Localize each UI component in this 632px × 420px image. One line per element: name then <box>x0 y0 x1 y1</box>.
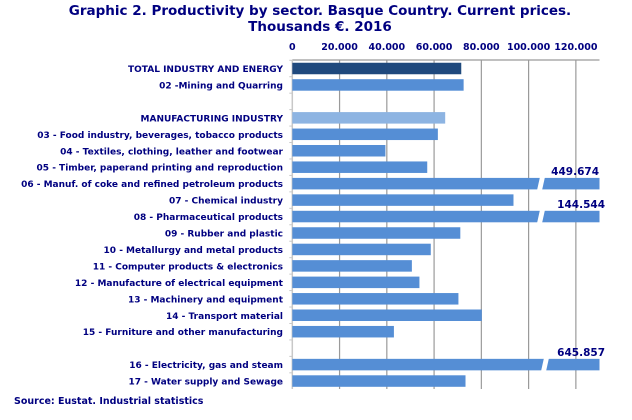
bar <box>292 128 438 141</box>
x-tick-label: 0 <box>289 42 296 53</box>
axis-break-mark <box>537 209 545 224</box>
chart-title-line-2: Thousands €. 2016 <box>248 19 392 35</box>
x-tick-label: 100.000 <box>507 42 551 53</box>
category-label: 13 - Machinery and equipment <box>128 295 284 305</box>
x-tick-label: 80.000 <box>463 42 500 53</box>
category-label: 07 - Chemical industry <box>169 197 283 207</box>
x-tick-label: 60.000 <box>416 42 453 53</box>
bar <box>292 161 428 173</box>
bar <box>292 375 466 387</box>
category-label: 09 - Rubber and plastic <box>165 230 283 240</box>
bar <box>292 325 394 338</box>
data-label: 449.674 <box>551 166 599 178</box>
bar <box>292 112 446 124</box>
category-label: 05 - Timber, paperand printing and repro… <box>37 164 283 174</box>
bar <box>292 79 464 91</box>
x-tick-label: 20.000 <box>321 42 358 53</box>
axis-break-mark <box>541 357 549 372</box>
category-label: 16 - Electricity, gas and steam <box>129 361 283 371</box>
source-note: Source: Eustat. Industrial statistics <box>14 396 204 407</box>
category-label: 02 -Mining and Quarring <box>159 81 283 91</box>
chart-title-line-1: Graphic 2. Productivity by sector. Basqu… <box>68 3 572 19</box>
category-label: MANUFACTURING INDUSTRY <box>141 114 284 124</box>
x-tick-label: 40.000 <box>368 42 405 53</box>
category-label: 08 - Pharmaceutical products <box>134 213 283 223</box>
data-label: 144.544 <box>557 199 605 211</box>
category-label: 14 - Transport material <box>166 312 283 322</box>
bar <box>292 358 600 371</box>
axis-break-mark <box>537 176 545 191</box>
category-label: 17 - Water supply and Sewage <box>129 378 284 388</box>
category-label: 11 - Computer products & electronics <box>93 262 283 272</box>
bar <box>292 227 461 239</box>
category-label: 10 - Metallurgy and metal products <box>104 246 283 256</box>
category-label: 15 - Furniture and other manufacturing <box>83 328 283 338</box>
bar <box>292 145 386 157</box>
bar <box>292 260 412 272</box>
bar <box>292 293 459 305</box>
chart-title: Graphic 2. Productivity by sector. Basqu… <box>0 3 632 35</box>
category-label: 06 - Manuf. of coke and refined petroleu… <box>21 180 283 190</box>
category-label: 12 - Manufacture of electrical equipment <box>75 279 284 289</box>
category-label: TOTAL INDUSTRY AND ENERGY <box>128 65 283 75</box>
category-label: 03 - Food industry, beverages, tobacco p… <box>37 131 283 141</box>
bar <box>292 194 514 206</box>
data-label: 645.857 <box>557 347 605 359</box>
x-tick-label: 120.000 <box>554 42 598 53</box>
category-label: 04 - Textiles, clothing, leather and foo… <box>60 147 283 157</box>
bar <box>292 243 431 256</box>
bar <box>292 177 600 190</box>
bar <box>292 276 420 289</box>
bar <box>292 210 600 223</box>
bar <box>292 62 462 75</box>
bar <box>292 309 482 321</box>
